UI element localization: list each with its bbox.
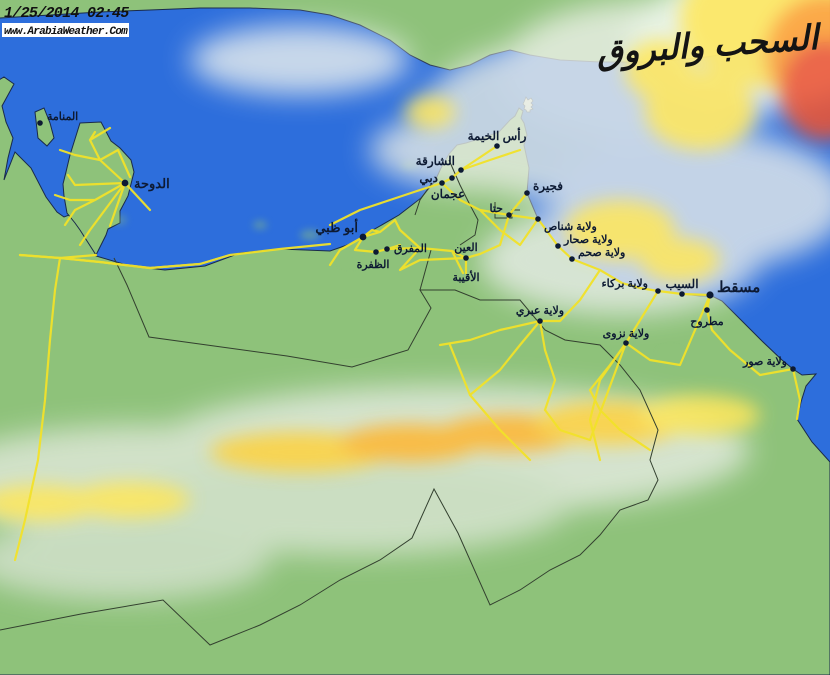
svg-text:ولاية صور: ولاية صور <box>742 356 787 368</box>
svg-text:دبي: دبي <box>419 171 438 186</box>
svg-text:أبو ظبي: أبو ظبي <box>315 219 358 236</box>
svg-text:المنامة: المنامة <box>47 111 78 123</box>
svg-text:الأقيبة: الأقيبة <box>452 270 479 284</box>
svg-text:فجيرة: فجيرة <box>533 179 563 194</box>
svg-text:ولاية نزوى: ولاية نزوى <box>603 328 650 340</box>
svg-text:العين: العين <box>454 242 477 254</box>
svg-text:مسقط: مسقط <box>717 279 760 296</box>
svg-text:ولاية صحار: ولاية صحار <box>563 234 613 246</box>
svg-text:السيب: السيب <box>665 277 698 291</box>
svg-text:مطروح: مطروح <box>690 316 724 328</box>
svg-text:الظفرة: الظفرة <box>357 259 390 271</box>
svg-text:www.ArabiaWeather.Com: www.ArabiaWeather.Com <box>4 26 128 38</box>
svg-text:الشارقة: الشارقة <box>416 154 455 169</box>
svg-text:1/25/2014 02:45: 1/25/2014 02:45 <box>4 5 129 22</box>
svg-text:رأس الخيمة: رأس الخيمة <box>468 128 527 144</box>
svg-text:حتا: حتا <box>490 203 504 215</box>
svg-text:عجمان: عجمان <box>431 187 465 201</box>
svg-text:الدوحة: الدوحة <box>134 176 170 192</box>
svg-text:ولاية بركاء: ولاية بركاء <box>602 278 649 290</box>
svg-text:ولاية عبري: ولاية عبري <box>516 305 564 318</box>
svg-text:ولاية شناص: ولاية شناص <box>544 221 597 233</box>
svg-text:المفرق: المفرق <box>394 243 427 255</box>
svg-text:ولاية صحم: ولاية صحم <box>578 247 625 259</box>
